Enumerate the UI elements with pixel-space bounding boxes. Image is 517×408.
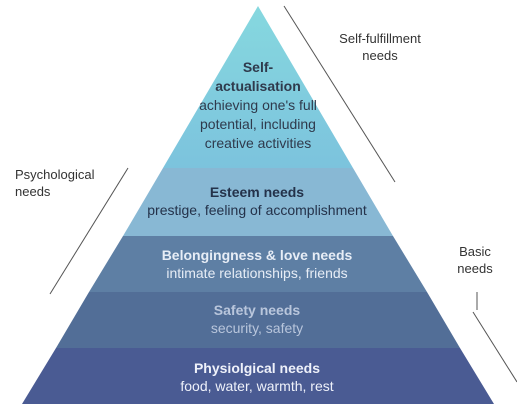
layer-self-actualisation [163,6,353,168]
self-actualisation-title-line1: Self- [242,59,274,75]
self-fulfillment-label: Self-fulfillment needs [331,30,429,64]
layer-safety [56,292,460,348]
safety-desc: security, safety [210,320,304,336]
physiological-desc: food, water, warmth, rest [180,378,334,394]
self-actualisation-desc-line3: creative activities [204,135,312,151]
self-fulfillment-bracket-line [283,5,396,183]
layer-esteem [123,168,393,236]
belongingness-text: Belongingness & love needs intimate rela… [162,246,353,283]
safety-text: Safety needs security, safety [211,301,303,338]
belongingness-title: Belongingness & love needs [161,247,353,263]
self-fulfillment-label-line1: Self-fulfillment [339,31,421,46]
psychological-label: Psychological needs [15,166,125,200]
layer-belongingness [89,236,427,292]
self-actualisation-desc-line2: potential, including [200,116,316,132]
layer-physiological [22,348,494,404]
self-fulfillment-label-line2: needs [362,48,398,63]
esteem-desc: prestige, feeling of accomplishment [147,202,367,218]
self-actualisation-text: Self- actualisation achieving one's full… [173,58,343,153]
psychological-bracket-line [49,167,129,295]
physiological-title: Physiolgical needs [193,360,321,376]
self-actualisation-desc-line1: achieving one's full [199,97,317,113]
psychological-label-line2: needs [15,184,51,199]
physiological-text: Physiolgical needs food, water, warmth, … [180,359,333,396]
basic-label: Basic needs [452,243,498,277]
basic-label-line2: needs [457,261,493,276]
belongingness-desc: intimate relationships, friends [166,265,348,281]
basic-bracket-line-lower [472,311,517,383]
self-actualisation-title: Self- actualisation [173,58,343,96]
self-actualisation-desc: achieving one's full potential, includin… [173,96,343,153]
safety-title: Safety needs [213,302,301,318]
self-actualisation-title-line2: actualisation [215,78,301,94]
basic-label-line1: Basic [459,244,491,259]
esteem-title: Esteem needs [209,184,305,200]
esteem-text: Esteem needs prestige, feeling of accomp… [147,183,366,220]
psychological-label-line1: Psychological [15,167,95,182]
